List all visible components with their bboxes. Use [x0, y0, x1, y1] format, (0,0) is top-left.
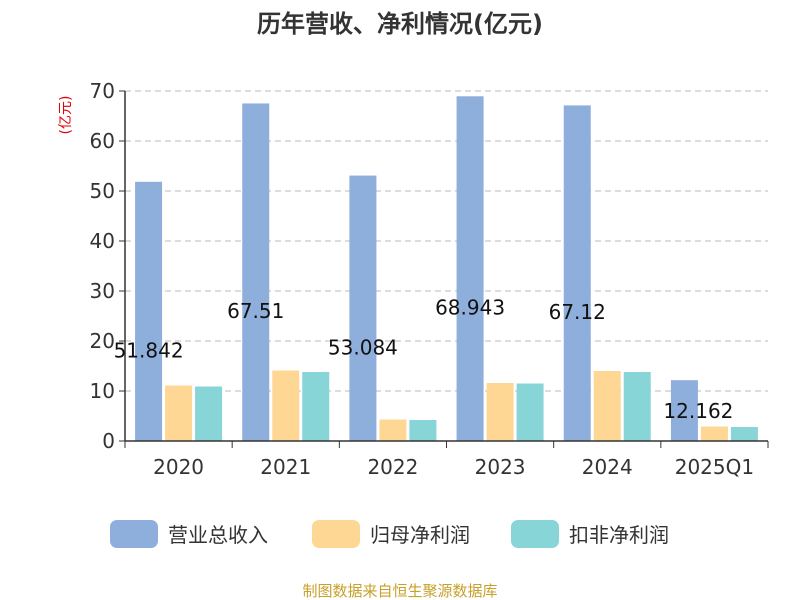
axes: 0 10 20 30 40 50 60 70 2020 2021 2022 2023 2024 2025Q…: [90, 79, 769, 479]
y-tick-label: 60: [90, 129, 115, 153]
data-label: 53.084: [328, 335, 398, 359]
x-tick-label: 2022: [367, 455, 418, 479]
x-tick-label: 2021: [260, 455, 311, 479]
chart-title: 历年营收、净利情况(亿元): [257, 10, 543, 38]
bar-net-profit: [379, 419, 407, 441]
x-tick-label: 2024: [582, 455, 633, 479]
y-tick-label: 40: [90, 229, 115, 253]
y-tick-label: 30: [90, 279, 115, 303]
data-label: 67.12: [549, 300, 606, 324]
y-tick-label: 20: [90, 329, 115, 353]
source-note: 制图数据来自恒生聚源数据库: [302, 582, 497, 600]
legend-swatch: [110, 520, 158, 548]
y-tick-label: 0: [102, 429, 115, 453]
bar-deducted-net-profit: [623, 372, 651, 441]
bar-revenue: [135, 181, 163, 442]
legend-item[interactable]: 扣非净利润: [511, 520, 669, 548]
bar-revenue: [242, 103, 270, 441]
x-tick-label: 2025Q1: [675, 455, 754, 479]
data-labels: 51.842 67.51 53.084 68.943 67.12 12.162: [114, 296, 734, 424]
bar-deducted-net-profit: [409, 420, 437, 441]
x-tick-label: 2023: [475, 455, 526, 479]
bar-revenue: [670, 380, 698, 441]
bar-net-profit: [486, 383, 514, 441]
data-label: 51.842: [114, 338, 184, 362]
data-label: 12.162: [663, 399, 733, 423]
legend[interactable]: 营业总收入 归母净利润 扣非净利润: [110, 520, 669, 548]
data-label: 67.51: [227, 299, 284, 323]
legend-item[interactable]: 归母净利润: [312, 520, 470, 548]
y-axis-label: (亿元): [58, 96, 74, 135]
bar-net-profit: [165, 385, 193, 441]
bar-net-profit: [700, 426, 728, 441]
legend-label: 归母净利润: [370, 523, 470, 547]
gridlines: [125, 90, 768, 392]
data-label: 68.943: [435, 296, 505, 320]
legend-swatch: [312, 520, 360, 548]
bar-deducted-net-profit: [302, 372, 330, 441]
bar-net-profit: [593, 371, 621, 441]
bar-revenue: [349, 175, 377, 441]
bar-net-profit: [272, 370, 300, 441]
bar-deducted-net-profit: [730, 427, 758, 441]
y-tick-label: 50: [90, 179, 115, 203]
legend-label: 扣非净利润: [569, 523, 669, 547]
bar-deducted-net-profit: [195, 386, 223, 441]
bars: [135, 96, 758, 442]
y-tick-label: 10: [90, 379, 115, 403]
legend-label: 营业总收入: [168, 523, 268, 547]
bar-revenue: [456, 96, 484, 441]
bar-revenue: [563, 105, 591, 442]
legend-item[interactable]: 营业总收入: [110, 520, 268, 548]
bar-deducted-net-profit: [516, 383, 544, 441]
legend-swatch: [511, 520, 559, 548]
y-tick-label: 70: [90, 79, 115, 103]
x-tick-label: 2020: [153, 455, 204, 479]
